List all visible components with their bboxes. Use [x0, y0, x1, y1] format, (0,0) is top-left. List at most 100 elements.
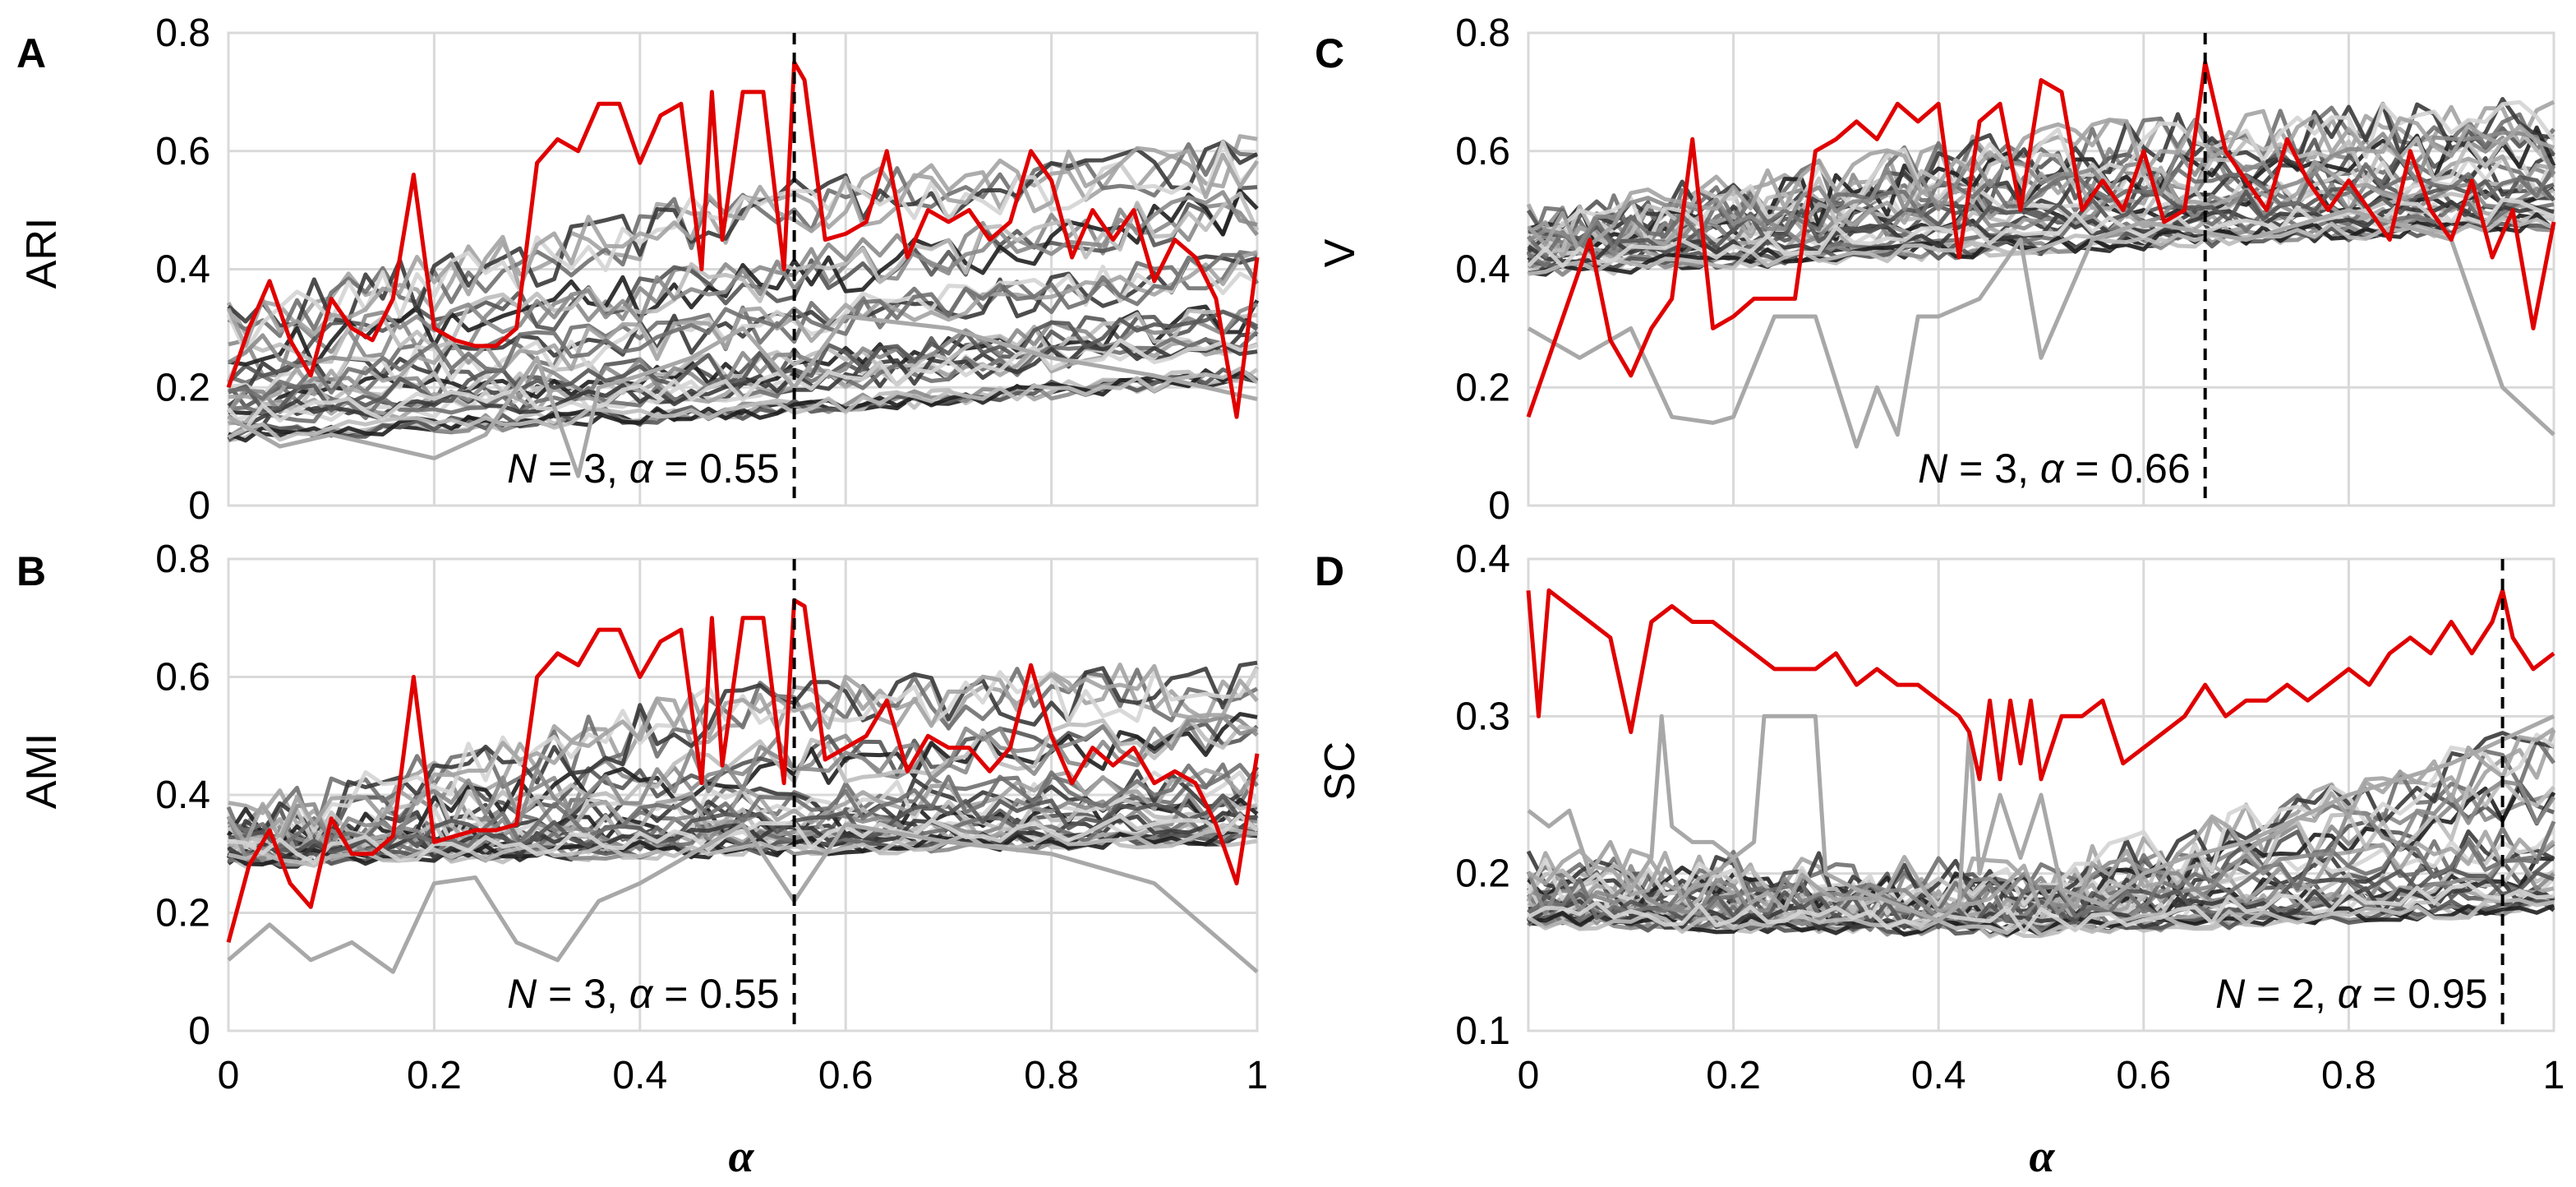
- xtick-label: 1: [2543, 1054, 2565, 1097]
- annotation-part: = 0.55: [652, 446, 779, 492]
- background-series-line: [1527, 162, 2556, 259]
- xtick-label: 0.2: [407, 1054, 462, 1097]
- optimum-annotation: N = 2, α = 0.95: [2215, 971, 2488, 1017]
- ytick-label: 0.8: [155, 12, 210, 55]
- annotation-part: N: [1918, 446, 1948, 492]
- annotation-part: = 3,: [1947, 446, 2040, 492]
- highlight-series-line: [226, 598, 1260, 944]
- optimum-annotation: N = 3, α = 0.66: [1918, 446, 2191, 492]
- panel-d-plot: 0.1 0.2 0.3 0.4 0 0.2 0.4 0.6 0.8 1 N = 2, α = 0.9…: [1455, 538, 2564, 1097]
- panel-c-letter: C: [1315, 30, 1344, 76]
- ytick-label: 0.4: [155, 774, 210, 817]
- panel-a-plot: 0 0.2 0.4 0.6 0.8 N = 3, α = 0.55: [155, 12, 1260, 528]
- ytick-label: 0: [188, 1009, 210, 1053]
- ytick-label: 0.8: [155, 538, 210, 581]
- plot-frame: [1527, 31, 2555, 507]
- annotation-part: = 0.66: [2063, 446, 2190, 492]
- background-series-line: [1527, 200, 2555, 265]
- panel-d: D SC 0.1 0.2 0.3 0.4 0 0.2 0.4 0.6 0.8 1 N = 2, α …: [1315, 538, 2564, 1182]
- background-series-line: [1527, 778, 2555, 922]
- background-series-line: [227, 366, 1259, 442]
- background-series-line: [227, 763, 1259, 849]
- background-series-line: [228, 368, 1259, 443]
- xtick-label: 0.6: [818, 1054, 873, 1097]
- outlier-series-line: [227, 314, 1258, 478]
- ytick-label: 0.4: [155, 248, 210, 292]
- ytick-label: 0.4: [1455, 538, 1510, 581]
- panel-d-xlabel: α: [2030, 1131, 2056, 1182]
- xtick-label: 0.8: [2321, 1054, 2376, 1097]
- xtick-label: 0.4: [1911, 1054, 1966, 1097]
- background-series-line: [227, 715, 1258, 856]
- background-series-line: [1526, 779, 2556, 920]
- background-series-line: [1527, 898, 2555, 938]
- panel-c: C V 0 0.2 0.4 0.6 0.8 N = 3, α = 0.66: [1315, 12, 2556, 528]
- panel-a-ylabel: ARI: [18, 218, 66, 289]
- background-series-line: [227, 190, 1258, 369]
- xtick-label: 0.6: [2116, 1054, 2171, 1097]
- panel-b: B AMI 0 0.2 0.4 0.6 0.8 0 0.2 0.4 0.6 0.8 1 N = 3, …: [16, 538, 1268, 1182]
- outlier-series-line: [1527, 208, 2555, 449]
- ytick-label: 0.4: [1455, 248, 1510, 292]
- annotation-part: N: [2215, 971, 2246, 1017]
- background-series-line: [228, 309, 1259, 413]
- ytick-label: 0.3: [1455, 695, 1510, 738]
- background-series-line: [226, 714, 1258, 860]
- annotation-part: = 3,: [537, 971, 629, 1017]
- xtick-label: 0.4: [612, 1054, 667, 1097]
- ytick-label: 0.8: [1455, 12, 1510, 55]
- background-series-line: [226, 145, 1260, 349]
- panel-a: A ARI 0 0.2 0.4 0.6 0.8 N = 3, α = 0.55: [16, 12, 1260, 528]
- ytick-label: 0.2: [1455, 366, 1510, 409]
- annotation-part: α: [2338, 971, 2362, 1017]
- annotation-part: α: [2040, 446, 2065, 492]
- background-series-line: [228, 713, 1259, 848]
- annotation-part: N: [507, 971, 537, 1017]
- panel-b-letter: B: [16, 548, 46, 594]
- panel-d-letter: D: [1315, 548, 1344, 594]
- ytick-label: 0.2: [155, 366, 210, 409]
- ytick-label: 0: [1488, 484, 1510, 528]
- annotation-part: = 3,: [537, 446, 629, 492]
- panel-a-letter: A: [16, 30, 46, 76]
- annotation-part: α: [629, 971, 654, 1017]
- background-series-line: [1527, 99, 2556, 245]
- ytick-label: 0.2: [1455, 852, 1510, 896]
- background-series-line: [228, 256, 1259, 399]
- ytick-label: 0.6: [1455, 130, 1510, 173]
- background-series-line: [228, 813, 1259, 866]
- outlier-series-line: [1527, 714, 2555, 923]
- xtick-label: 1: [1247, 1054, 1269, 1097]
- optimum-annotation: N = 3, α = 0.55: [507, 446, 780, 492]
- highlight-series-line: [1526, 588, 2555, 782]
- ytick-label: 0.6: [155, 130, 210, 173]
- panel-b-plot: 0 0.2 0.4 0.6 0.8 0 0.2 0.4 0.6 0.8 1 N = 3, α = 0.…: [155, 538, 1268, 1097]
- panel-b-xlabel: α: [729, 1131, 755, 1182]
- highlight-series-line: [1526, 60, 2556, 418]
- background-series-line: [1526, 732, 2555, 916]
- annotation-part: α: [629, 446, 654, 492]
- annotation-part: N: [507, 446, 537, 492]
- optimum-annotation: N = 3, α = 0.55: [507, 971, 780, 1017]
- panel-c-ylabel: V: [1316, 238, 1364, 267]
- panel-b-ylabel: AMI: [18, 733, 66, 809]
- background-series-line: [1528, 175, 2555, 255]
- outlier-series-line: [227, 822, 1259, 974]
- background-series-line: [226, 192, 1260, 382]
- panel-c-plot: 0 0.2 0.4 0.6 0.8 N = 3, α = 0.66: [1455, 12, 2556, 528]
- ytick-label: 0.2: [155, 892, 210, 935]
- xtick-label: 0: [218, 1054, 240, 1097]
- panel-d-ylabel: SC: [1316, 741, 1364, 801]
- background-series-line: [227, 254, 1258, 408]
- background-series-line: [226, 140, 1259, 354]
- ytick-label: 0.1: [1455, 1009, 1510, 1053]
- plot-frame: [227, 557, 1259, 1032]
- background-series-line: [1527, 882, 2555, 935]
- ytick-label: 0.6: [155, 656, 210, 700]
- ytick-label: 0: [188, 484, 210, 528]
- annotation-part: = 0.55: [652, 971, 779, 1017]
- xtick-label: 0.8: [1024, 1054, 1079, 1097]
- background-series-line: [228, 252, 1260, 401]
- xtick-label: 0: [1518, 1054, 1540, 1097]
